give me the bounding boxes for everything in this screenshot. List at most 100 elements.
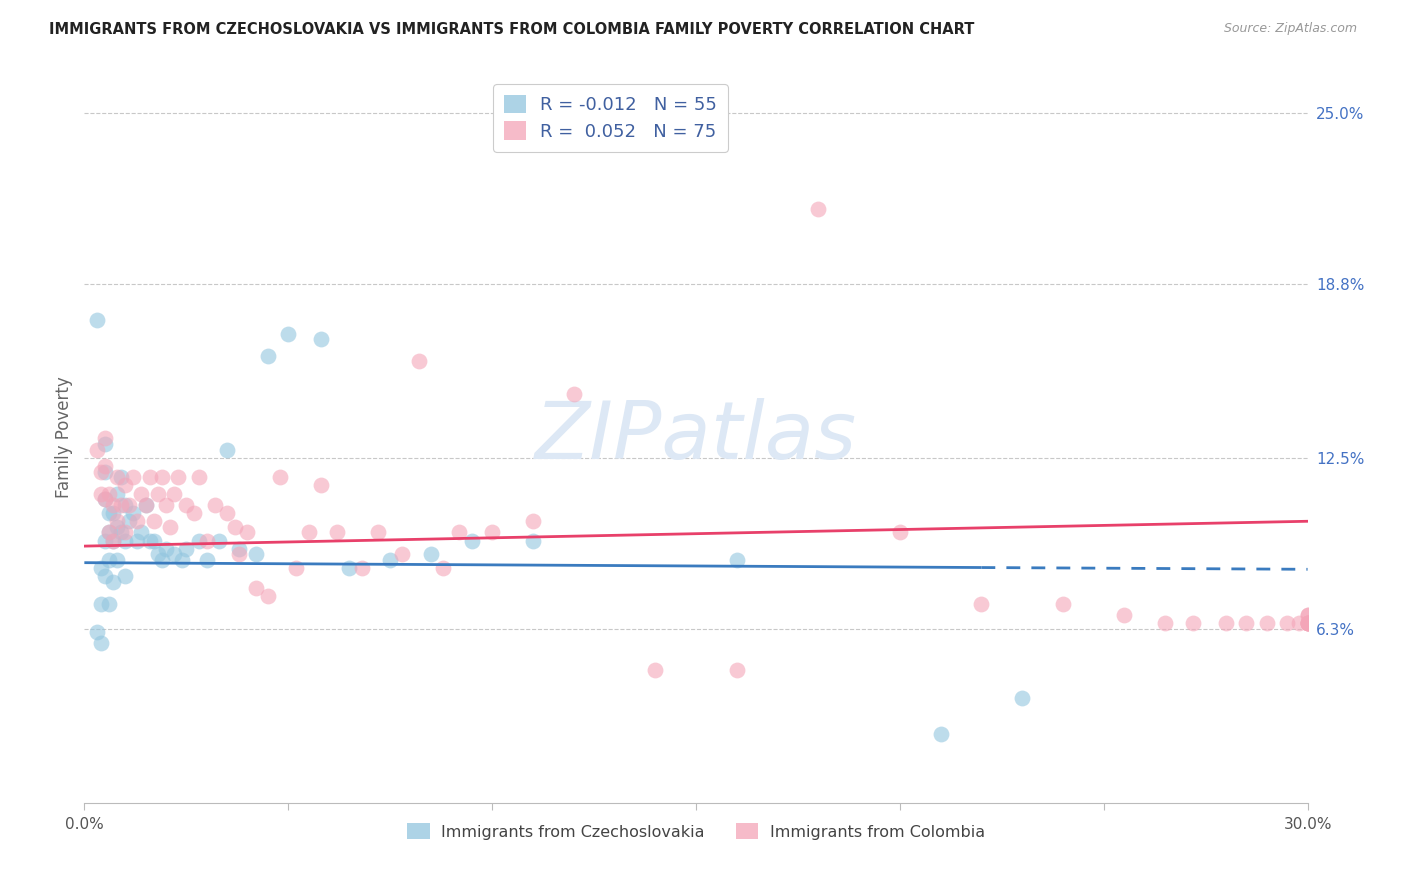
- Point: [163, 486, 186, 500]
- Point: [217, 442, 239, 457]
- Point: [90, 486, 112, 500]
- Point: [101, 574, 124, 589]
- Point: [114, 478, 136, 492]
- Point: [1277, 616, 1299, 631]
- Point: [1236, 616, 1258, 631]
- Point: [420, 548, 443, 562]
- Point: [97, 486, 120, 500]
- Point: [269, 470, 291, 484]
- Point: [1296, 616, 1319, 631]
- Point: [644, 663, 666, 677]
- Point: [245, 581, 267, 595]
- Point: [114, 533, 136, 548]
- Point: [163, 548, 186, 562]
- Point: [135, 498, 157, 512]
- Point: [90, 561, 112, 575]
- Point: [97, 553, 120, 567]
- Point: [86, 624, 108, 639]
- Point: [1296, 616, 1319, 631]
- Point: [101, 498, 124, 512]
- Point: [105, 470, 128, 484]
- Point: [309, 478, 332, 492]
- Point: [114, 498, 136, 512]
- Point: [105, 520, 128, 534]
- Point: [93, 432, 115, 446]
- Point: [204, 498, 226, 512]
- Point: [97, 525, 120, 540]
- Point: [1288, 616, 1310, 631]
- Point: [326, 525, 349, 540]
- Point: [110, 525, 132, 540]
- Point: [159, 520, 181, 534]
- Point: [1154, 616, 1177, 631]
- Point: [367, 525, 389, 540]
- Point: [277, 326, 299, 341]
- Point: [97, 506, 120, 520]
- Point: [725, 553, 748, 567]
- Point: [86, 312, 108, 326]
- Point: [807, 202, 830, 217]
- Point: [135, 498, 157, 512]
- Point: [236, 525, 259, 540]
- Point: [110, 498, 132, 512]
- Point: [481, 525, 503, 540]
- Point: [1296, 616, 1319, 631]
- Point: [408, 354, 430, 368]
- Point: [122, 506, 145, 520]
- Point: [138, 470, 160, 484]
- Point: [110, 470, 132, 484]
- Point: [1296, 616, 1319, 631]
- Point: [93, 569, 115, 583]
- Point: [172, 553, 194, 567]
- Point: [1296, 608, 1319, 623]
- Point: [146, 486, 169, 500]
- Point: [138, 533, 160, 548]
- Point: [93, 458, 115, 473]
- Point: [725, 663, 748, 677]
- Point: [449, 525, 471, 540]
- Text: ZIPatlas: ZIPatlas: [534, 398, 858, 476]
- Point: [1296, 616, 1319, 631]
- Point: [155, 541, 177, 556]
- Point: [522, 514, 544, 528]
- Point: [127, 514, 149, 528]
- Point: [1256, 616, 1278, 631]
- Point: [1011, 690, 1033, 705]
- Point: [432, 561, 454, 575]
- Point: [150, 553, 173, 567]
- Point: [131, 486, 153, 500]
- Text: IMMIGRANTS FROM CZECHOSLOVAKIA VS IMMIGRANTS FROM COLOMBIA FAMILY POVERTY CORREL: IMMIGRANTS FROM CZECHOSLOVAKIA VS IMMIGR…: [49, 22, 974, 37]
- Point: [101, 533, 124, 548]
- Point: [380, 553, 402, 567]
- Point: [970, 597, 993, 611]
- Text: Source: ZipAtlas.com: Source: ZipAtlas.com: [1223, 22, 1357, 36]
- Point: [183, 506, 205, 520]
- Point: [93, 492, 115, 507]
- Point: [1182, 616, 1205, 631]
- Point: [228, 541, 250, 556]
- Point: [93, 437, 115, 451]
- Point: [522, 533, 544, 548]
- Point: [285, 561, 308, 575]
- Point: [562, 387, 585, 401]
- Point: [187, 533, 209, 548]
- Point: [195, 533, 218, 548]
- Point: [93, 492, 115, 507]
- Point: [97, 597, 120, 611]
- Point: [174, 541, 197, 556]
- Point: [150, 470, 173, 484]
- Point: [309, 332, 332, 346]
- Point: [167, 470, 190, 484]
- Point: [93, 533, 115, 548]
- Point: [228, 548, 250, 562]
- Point: [90, 597, 112, 611]
- Point: [105, 553, 128, 567]
- Point: [105, 486, 128, 500]
- Point: [142, 514, 165, 528]
- Point: [155, 498, 177, 512]
- Point: [195, 553, 218, 567]
- Point: [257, 589, 280, 603]
- Point: [101, 533, 124, 548]
- Point: [86, 442, 108, 457]
- Point: [245, 548, 267, 562]
